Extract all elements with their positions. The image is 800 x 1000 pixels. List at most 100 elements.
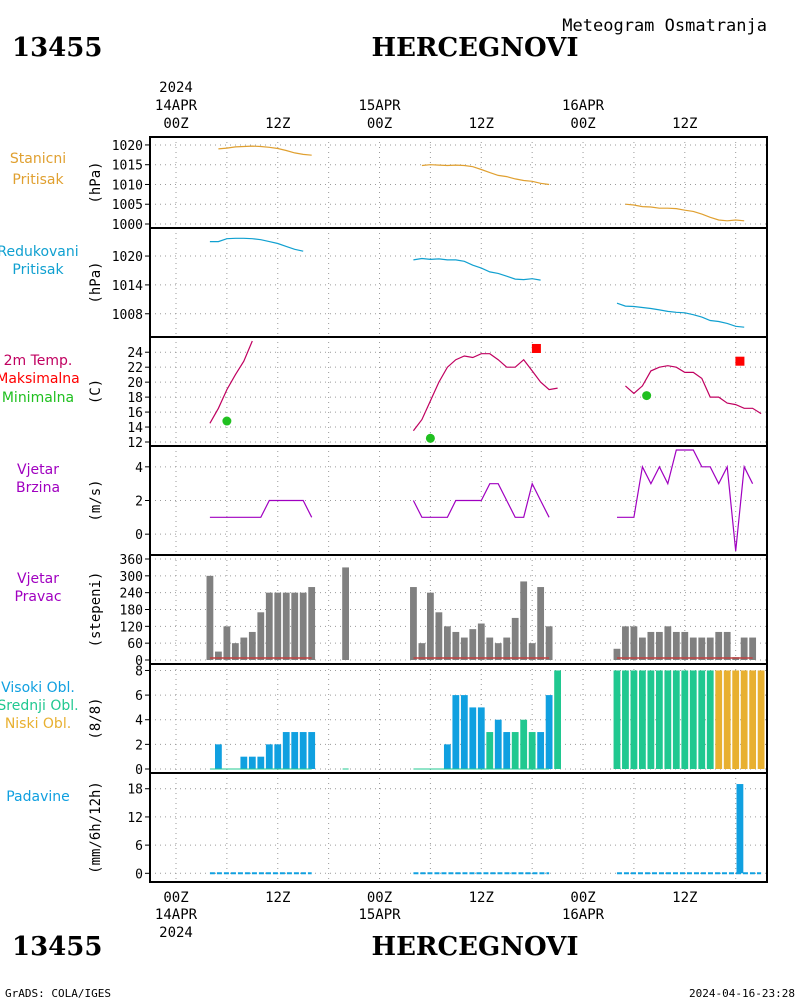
wind-direction-bar (664, 626, 671, 660)
y-tick-label: 1015 (112, 159, 143, 174)
wind-direction-bar (698, 638, 705, 660)
cloud-bar-high_clouds (291, 732, 298, 769)
cloud-bar-mid_clouds (512, 732, 519, 769)
panel-label: Maksimalna (0, 371, 80, 387)
wind-direction-bar (741, 638, 748, 660)
y-tick-label: 24 (127, 346, 143, 361)
footer-generated: 2024-04-16-23:28 (689, 987, 795, 1000)
y-tick-label: 18 (127, 391, 143, 406)
bottom-time-tick: 00Z (570, 890, 595, 906)
cloud-bar-high_clouds (537, 732, 544, 769)
cloud-bar-high_clouds (503, 732, 510, 769)
wind-direction-bar (435, 612, 442, 660)
wind-direction-bar (469, 629, 476, 660)
cloud-bar-high_clouds (452, 695, 459, 769)
wind-direction-bar (308, 587, 315, 660)
wind-direction-bar (520, 581, 527, 660)
y-axis-label: (hPa) (88, 261, 104, 303)
cloud-bar-mid_clouds (707, 670, 714, 769)
cloud-bar-high_clouds (257, 757, 264, 769)
wind-direction-bar (639, 638, 646, 660)
cloud-bar-high_clouds (300, 732, 307, 769)
precipitation-bar (737, 784, 744, 873)
temp-max-marker (532, 344, 541, 353)
bottom-time-tick: 12Z (265, 890, 290, 906)
y-tick-label: 1020 (112, 139, 143, 154)
panel-frame (150, 773, 767, 882)
panel-label: Niski Obl. (5, 716, 71, 732)
cloud-bar-high_clouds (469, 707, 476, 769)
top-time-tick: 00Z (367, 116, 392, 132)
top-day-label: 15APR (358, 98, 401, 114)
y-axis-label: (mm/6h/12h) (88, 781, 104, 874)
wind-direction-bar (622, 626, 629, 660)
wind-direction-bar (452, 632, 459, 660)
series-line-reduced_pressure (210, 238, 303, 251)
y-axis-label: (8/8) (88, 697, 104, 739)
panel-wind_speed: 024VjetarBrzina (m/s) (16, 446, 767, 555)
wind-direction-bar (274, 593, 281, 660)
bottom-day-label: 16APR (562, 907, 605, 923)
y-tick-label: 360 (120, 553, 143, 568)
wind-direction-bar (673, 632, 680, 660)
wind-direction-bar (486, 638, 493, 660)
y-tick-label: 18 (127, 783, 143, 798)
series-line-wind_speed (210, 501, 312, 518)
cloud-bar-mid_clouds (690, 670, 697, 769)
panels: 1000 1005 1010 1015 1020 Stanicni Pritisak (hPa… (0, 137, 767, 882)
panel-temperature: 121416182022242m Temp.MaksimalnaMinimaln… (0, 337, 767, 451)
series-line-temperature (413, 354, 557, 431)
top-day-label: 14APR (155, 98, 198, 114)
wind-direction-bar (461, 638, 468, 660)
cloud-bar-high_clouds (266, 744, 273, 769)
cloud-bar-high_clouds (274, 744, 281, 769)
cloud-bar-mid_clouds (614, 670, 621, 769)
series-line-station_pressure (422, 165, 549, 185)
cloud-bar-high_clouds (249, 757, 256, 769)
y-axis-label: (m/s) (88, 479, 104, 521)
panel-label: Minimalna (2, 390, 74, 406)
y-axis-label: (hPa) (88, 161, 104, 203)
top-year-label: 2024 (159, 80, 193, 96)
panel-label: Stanicni (10, 151, 66, 167)
y-tick-label: 4 (135, 714, 143, 729)
y-tick-label: 1000 (112, 218, 143, 233)
bottom-time-tick: 00Z (163, 890, 188, 906)
panel-label: Pravac (14, 589, 61, 605)
panel-wind_direction: 060120180240300360VjetarPravac (stepeni) (14, 553, 767, 669)
y-tick-label: 0 (135, 528, 143, 543)
y-tick-label: 0 (135, 867, 143, 882)
y-tick-label: 4 (135, 461, 143, 476)
cloud-bar-mid_clouds (622, 670, 629, 769)
top-time-tick: 12Z (672, 116, 697, 132)
wind-direction-bar (240, 638, 247, 660)
cloud-bar-mid_clouds (698, 670, 705, 769)
bottom-time-tick: 00Z (367, 890, 392, 906)
panel-frame (150, 137, 767, 228)
wind-direction-bar (427, 593, 434, 660)
panel-precipitation: 0 6 12 18 Padavine (mm/6h/12h) (6, 773, 767, 882)
y-tick-label: 300 (120, 570, 143, 585)
station-name-bottom: HERCEGNOVI (372, 932, 579, 962)
bottom-day-label: 14APR (155, 907, 198, 923)
cloud-bar-mid_clouds (639, 670, 646, 769)
cloud-bar-mid_clouds (554, 670, 561, 769)
wind-direction-bar (749, 638, 756, 660)
panel-label: 2m Temp. (4, 353, 73, 369)
y-axis-label: (stepeni) (88, 572, 104, 648)
wind-direction-bar (503, 638, 510, 660)
panel-label: Padavine (6, 789, 70, 805)
y-tick-label: 240 (120, 587, 143, 602)
bottom-day-label: 15APR (358, 907, 401, 923)
panel-label: Visoki Obl. (1, 680, 75, 696)
wind-direction-bar (707, 638, 714, 660)
y-tick-label: 14 (127, 421, 143, 436)
station-id-top: 13455 (12, 33, 102, 63)
panel-reduced_pressure: 100810141020RedukovaniPritisak (hPa) (0, 228, 767, 337)
series-line-station_pressure (218, 146, 311, 155)
y-tick-label: 16 (127, 406, 143, 421)
wind-direction-bar (631, 626, 638, 660)
panel-label: Pritisak (12, 262, 64, 278)
cloud-bar-low_clouds (732, 670, 739, 769)
series-line-reduced_pressure (617, 303, 744, 327)
